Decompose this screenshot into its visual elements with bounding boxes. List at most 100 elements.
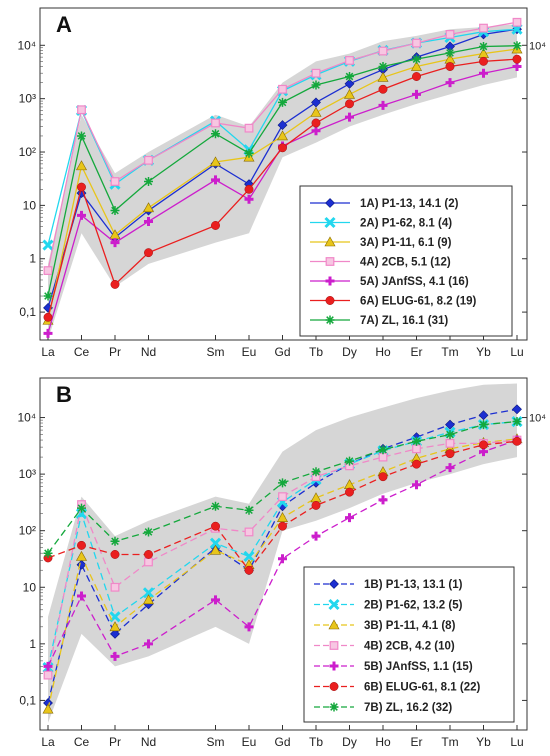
y-tick-label: 10 [23, 198, 37, 212]
data-point-er [412, 459, 421, 469]
legend-entry: 6B) ELUG-61, 8.1 (22) [364, 682, 480, 694]
legend-marker [325, 296, 335, 305]
data-point-ce [77, 591, 86, 601]
x-tick-label-tb: Tb [309, 345, 323, 359]
series-line [47, 28, 518, 309]
data-point-er [412, 89, 421, 99]
data-point-tm [445, 48, 455, 58]
data-point-pr [110, 628, 120, 639]
data-point-tm [445, 62, 455, 71]
data-point-yb [479, 440, 488, 450]
legend-marker [328, 619, 340, 630]
data-point-pr [109, 621, 121, 632]
data-point-tb [311, 118, 321, 128]
data-point-tb [311, 80, 321, 90]
x-tick-label-tb: Tb [309, 735, 323, 749]
series-line [47, 21, 518, 271]
data-point-nd [144, 177, 153, 187]
legend-marker [325, 198, 335, 208]
legend-entry: 3B) P1-11, 4.1 (8) [364, 620, 456, 632]
x-tick-label-gd: Gd [274, 345, 290, 359]
data-point-la [43, 328, 53, 338]
x-tick-label-tm: Tm [441, 735, 458, 749]
data-point-la [43, 291, 53, 301]
x-tick-label-eu: Eu [242, 735, 257, 749]
x-tick-label-dy: Dy [342, 345, 357, 359]
data-point-eu [244, 527, 254, 537]
data-point-gd [276, 130, 289, 141]
x-tick-label-ho: Ho [375, 345, 391, 359]
data-point-eu [244, 505, 254, 515]
data-point-nd [142, 594, 155, 605]
data-point-dy [345, 456, 354, 466]
legend-entry: 6A) ELUG-61, 8.2 (19) [360, 296, 476, 308]
x-tick-label-yb: Yb [476, 345, 491, 359]
data-point-la [42, 703, 54, 714]
panel-a: 0,1 1 10 10² 10³ 10⁴ 10⁴ La Ce Pr Nd Sm Eu Gd Tb Dy Ho Er… [17, 7, 546, 359]
series-line [47, 58, 518, 318]
data-point-sm [209, 156, 222, 167]
y-tick-label: 10 [23, 580, 37, 594]
data-point-er [412, 38, 421, 48]
legend-entry: 2B) P1-62, 13.2 (5) [364, 600, 463, 612]
data-point-dy [345, 513, 354, 523]
data-point-ce [77, 105, 86, 115]
data-point-ce [77, 210, 86, 220]
panel-label: A [56, 12, 72, 37]
data-point-la [43, 266, 53, 275]
legend-entry: 3A) P1-11, 6.1 (9) [360, 237, 452, 249]
legend-entry: 1B) P1-13, 13.1 (1) [364, 579, 463, 591]
data-point-ho [378, 452, 388, 462]
data-point-tb [311, 531, 321, 541]
data-point-sm [211, 175, 220, 185]
data-point-eu [244, 123, 254, 133]
data-point-dy [344, 78, 355, 89]
data-point-la [43, 548, 53, 558]
legend-marker [325, 315, 335, 325]
x-tick-label-lu: Lu [510, 345, 523, 359]
legend-entry: 7A) ZL, 16.1 (31) [360, 315, 448, 327]
data-point-la [43, 661, 53, 671]
y-tick-label: 10⁴ [17, 411, 36, 425]
legend-marker [325, 257, 335, 266]
data-point-lu [512, 417, 522, 427]
data-point-ho [378, 46, 388, 56]
x-tick-label-pr: Pr [109, 735, 121, 749]
x-tick-label-er: Er [411, 345, 423, 359]
data-point-gd [278, 554, 287, 564]
y-tick-label: 10³ [19, 467, 36, 481]
series-line [47, 438, 518, 710]
data-point-lu [512, 54, 522, 64]
series-line [47, 48, 518, 321]
series-line [47, 420, 518, 554]
legend-entry: 1A) P1-13, 14.1 (2) [360, 198, 459, 210]
data-point-pr [110, 651, 120, 661]
legend-entry: 4B) 2CB, 4.2 (10) [364, 641, 455, 653]
series-6 [43, 54, 522, 322]
data-point-dy [345, 99, 354, 109]
legend-entry: 5A) JAnfSS, 4.1 (16) [360, 276, 469, 288]
data-point-tm [445, 78, 455, 88]
envelope-area [48, 383, 517, 723]
legend-marker [324, 216, 336, 229]
legend-marker [329, 682, 339, 691]
legend-marker [324, 236, 336, 247]
data-point-pr [110, 177, 120, 186]
data-point-nd [144, 248, 153, 258]
data-point-dy [345, 487, 354, 497]
data-point-dy [345, 112, 354, 122]
x-tick-label-gd: Gd [274, 735, 290, 749]
y-tick-label: 10² [19, 524, 36, 538]
right-axis-label: 10⁴ [529, 40, 546, 52]
data-point-lu [512, 436, 522, 446]
data-point-eu [243, 550, 255, 563]
x-tick-label-eu: Eu [242, 345, 257, 359]
data-point-nd [142, 202, 155, 213]
x-tick-label-ce: Ce [74, 735, 90, 749]
data-point-lu [512, 17, 522, 27]
legend-marker [329, 661, 339, 671]
data-point-tm [445, 30, 455, 39]
data-point-yb [479, 56, 488, 66]
data-point-pr [110, 206, 120, 216]
data-point-eu [244, 194, 254, 204]
